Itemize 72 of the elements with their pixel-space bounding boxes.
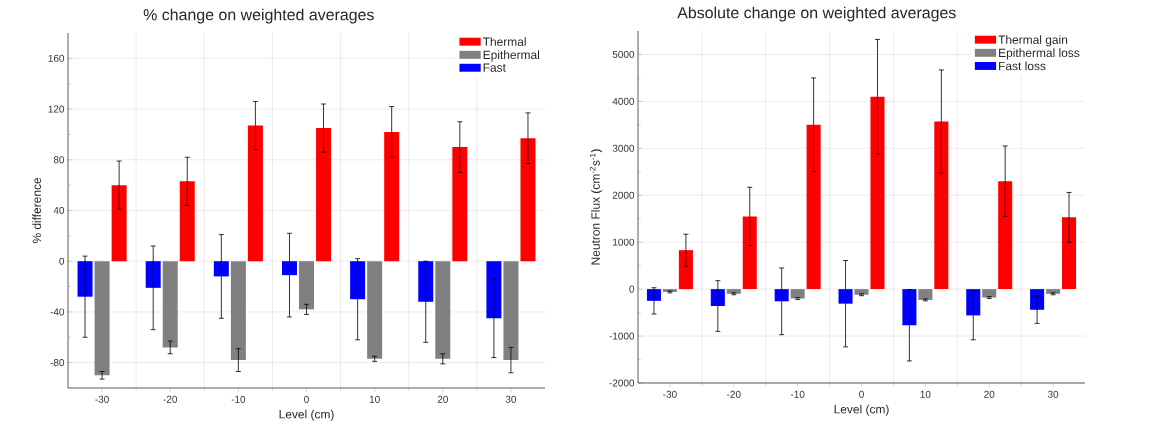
bar [870, 96, 885, 290]
x-tick-label: -20 [727, 390, 741, 398]
y-axis-title: % difference [32, 177, 42, 244]
bar [503, 261, 519, 361]
bar [982, 289, 997, 298]
bar [299, 261, 314, 310]
x-tick-label: 0 [859, 390, 864, 398]
y-tick-label: 0 [59, 257, 65, 265]
bar [281, 261, 297, 276]
bar [934, 121, 949, 290]
y-tick-label: -80 [50, 359, 65, 367]
bar [111, 185, 127, 262]
y-tick-label: 3000 [612, 144, 635, 152]
bar [998, 181, 1013, 290]
y-tick-label: 40 [53, 206, 65, 215]
x-tick-label: -10 [790, 390, 805, 398]
y-tick-label: 80 [53, 156, 65, 164]
bar [918, 289, 933, 300]
x-tick-label: 30 [1047, 390, 1059, 398]
bar [247, 125, 263, 262]
bar [806, 124, 821, 290]
x-tick-label: -20 [163, 395, 178, 403]
x-tick-label: 0 [304, 395, 309, 403]
y-tick-label: -40 [50, 308, 65, 316]
x-tick-label: 10 [369, 395, 380, 403]
x-tick-label: -10 [231, 395, 246, 403]
chart-title: % change on weighted averages [143, 8, 374, 24]
bar [367, 261, 383, 359]
x-tick-label: -30 [95, 395, 109, 403]
legend-label: Thermal gain [998, 35, 1068, 47]
bar [520, 138, 536, 262]
legend-label: Epithermal [483, 50, 540, 62]
bar [774, 289, 789, 302]
bar [790, 289, 805, 299]
legend-label: Thermal [482, 37, 526, 46]
x-tick-label: -30 [663, 390, 677, 398]
y-tick-label: 4000 [612, 97, 635, 105]
bar [710, 289, 725, 307]
x-tick-label: 20 [437, 395, 448, 403]
bar [316, 128, 332, 262]
y-tick-label: 0 [629, 285, 635, 293]
y-axis-title: Neutron Flux (cm$^{-2}$s$^{-1}$) [589, 149, 603, 265]
chart-title: Absolute change on weighted averages [677, 6, 956, 22]
legend-label: Fast loss [999, 61, 1046, 71]
bar [742, 216, 757, 290]
bar [384, 131, 400, 262]
x-tick-label: 10 [920, 390, 931, 398]
bar [94, 261, 110, 376]
y-tick-label: -2000 [609, 379, 635, 387]
bar [213, 261, 229, 277]
bar [162, 261, 178, 348]
y-tick-label: 5000 [612, 50, 635, 58]
bar [854, 289, 869, 295]
bar [435, 261, 451, 359]
legend-label: Epithermal loss [999, 48, 1080, 60]
bar [230, 261, 246, 361]
bar [1062, 217, 1077, 290]
y-tick-label: -1000 [609, 332, 635, 340]
x-axis-title: Level (cm) [279, 409, 334, 421]
x-tick-label: 20 [984, 390, 995, 398]
y-tick-label: 1000 [613, 238, 635, 246]
bar [145, 261, 161, 288]
bar [452, 147, 468, 262]
y-tick-label: 2000 [612, 191, 635, 199]
bar [678, 250, 693, 290]
bar [179, 181, 195, 262]
legend-label: Fast [483, 63, 506, 72]
y-tick-label: 120 [48, 105, 65, 113]
x-axis-title: Level (cm) [834, 404, 889, 416]
bar [838, 289, 853, 304]
x-tick-label: 30 [505, 395, 517, 403]
y-tick-label: 160 [48, 54, 65, 62]
